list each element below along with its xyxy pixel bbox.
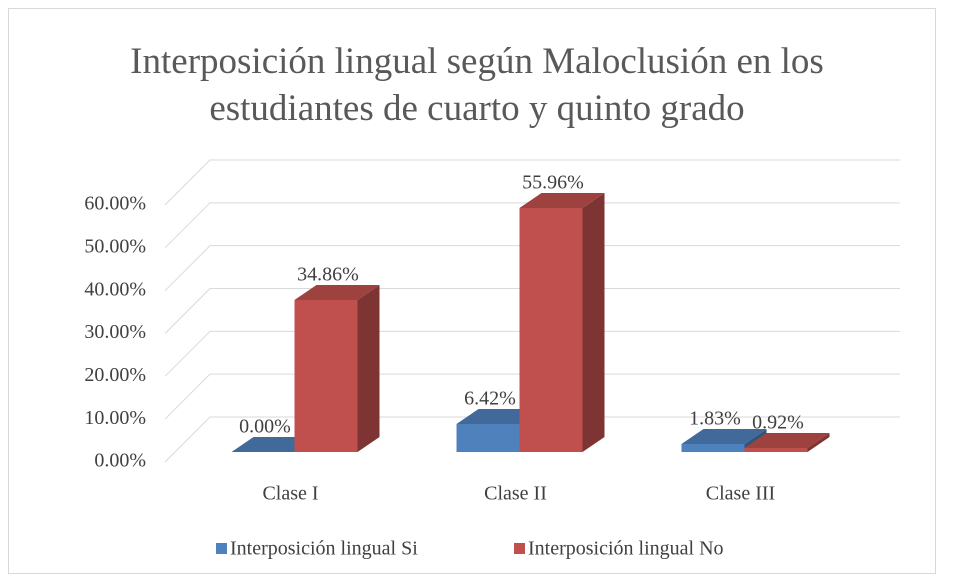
bar-side (807, 432, 830, 452)
legend-label: Interposición lingual No (528, 538, 724, 560)
data-label: 0.00% (239, 416, 291, 438)
bar-top (744, 432, 830, 448)
legend-swatch (514, 543, 525, 554)
bar (294, 285, 380, 452)
y-tick-label: 60.00% (84, 193, 146, 215)
data-label: 55.96% (522, 172, 584, 194)
grid-line (164, 330, 900, 377)
bar-top (681, 429, 767, 445)
grid-line (164, 159, 900, 206)
data-label: 6.42% (464, 388, 516, 410)
x-tick-label: Clase I (262, 483, 318, 505)
y-tick-label: 20.00% (84, 364, 146, 386)
bar-front (519, 208, 583, 452)
bar (519, 193, 605, 452)
bar-front (294, 300, 358, 452)
bar (744, 432, 830, 452)
bar-side (582, 193, 605, 452)
bar-front (456, 424, 520, 452)
y-tick-label: 10.00% (84, 407, 146, 429)
grid-line (164, 416, 900, 463)
legend-swatch (216, 543, 227, 554)
grid-line (164, 288, 900, 334)
data-label: 34.86% (297, 264, 359, 286)
bar-front (681, 444, 745, 452)
grid-line (164, 202, 900, 249)
grid-line (164, 245, 900, 292)
x-tick-label: Clase II (484, 483, 547, 505)
x-tick-label: Clase III (706, 483, 775, 505)
y-tick-label: 30.00% (84, 321, 146, 343)
y-tick-label: 0.00% (94, 450, 146, 472)
bar-top (519, 193, 605, 209)
data-label: 0.92% (752, 412, 804, 434)
chart-title: Interposición lingual según Maloclusión … (130, 41, 824, 129)
bar-front (744, 447, 808, 452)
bar-top (294, 285, 380, 301)
data-label: 1.83% (689, 408, 741, 430)
y-tick-label: 40.00% (84, 278, 146, 300)
chart-frame (8, 8, 936, 574)
grid-line (164, 373, 900, 420)
y-tick-label: 50.00% (84, 235, 146, 257)
bar-side (357, 285, 380, 452)
legend-label: Interposición lingual Si (230, 538, 418, 560)
